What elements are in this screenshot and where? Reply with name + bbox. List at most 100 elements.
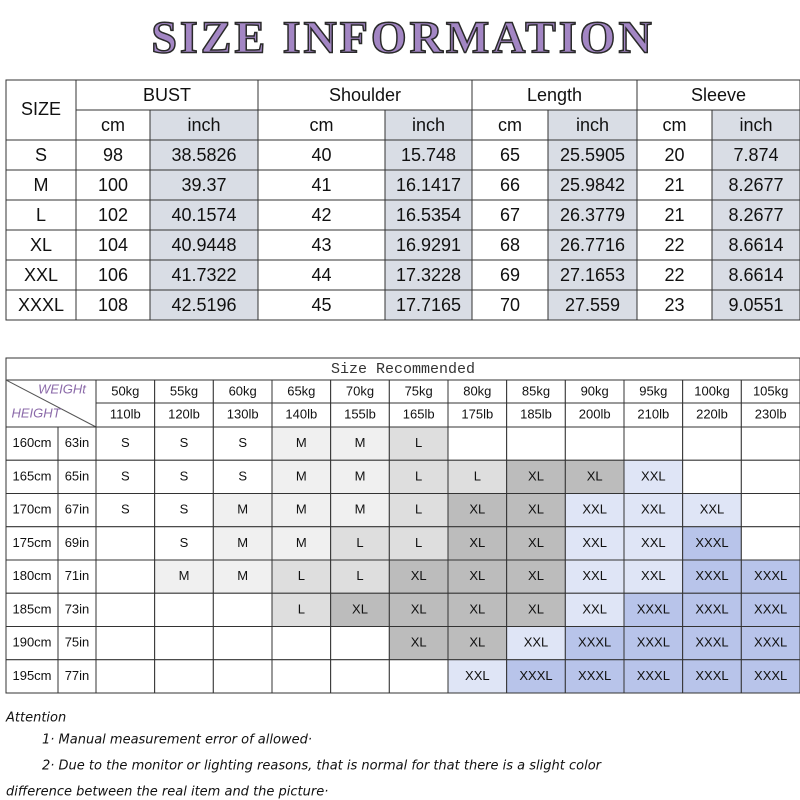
table-cell [623,592,684,627]
recommended-size: M [237,502,248,517]
recommended-size: XL [528,601,544,616]
recommended-size: XL [411,601,427,616]
table-cell [57,526,97,561]
table-cell [5,659,59,694]
table-cell [740,493,800,528]
page-title: SIZE INFORMATION [151,12,654,63]
recommended-size: XXXL [754,601,787,616]
recommended-size: M [237,535,248,550]
recommended-size: L [356,568,363,583]
table-cell [330,402,390,428]
recommended-size: XXXL [754,635,787,650]
recommended-size: XL [528,568,544,583]
measurement: 17.7165 [396,295,461,315]
table-cell [471,139,549,171]
recommended-size: L [298,601,305,616]
table-cell [506,592,566,627]
height-in: 73in [65,601,90,616]
weight-kg: 100kg [694,383,729,398]
recommended-size: XXXL [637,635,670,650]
measurement: 40.1574 [171,205,236,225]
measurement: 20 [664,145,684,165]
recommended-size: XL [352,601,368,616]
table-cell [388,626,449,661]
weight-kg: 80kg [463,383,491,398]
table-cell [506,659,566,694]
note-line: difference between the real item and the… [6,785,328,800]
column-header: SIZE [21,99,61,119]
measurement: 22 [664,235,684,255]
table-cell [154,526,214,561]
table-cell [564,626,625,661]
measurement: 41.7322 [171,265,236,285]
table-cell [682,426,742,461]
table-cell [330,626,390,661]
unit-header: inch [739,115,772,135]
recommended-size: L [474,468,481,483]
measurement: 26.7716 [560,235,625,255]
table-cell [5,229,77,261]
table-cell [740,526,800,561]
table-cell [447,659,508,694]
measurement: 98 [103,145,123,165]
table-cell [95,559,156,594]
recommended-size: L [415,535,422,550]
table-cell [271,559,332,594]
table-cell [271,659,332,694]
table-cell [271,592,332,627]
weight-kg: 55kg [170,383,198,398]
table-cell [388,559,449,594]
weight-lb: 185lb [520,406,552,421]
height-label: HEIGHT [11,405,61,420]
table-cell [75,79,259,111]
table-cell [154,459,214,494]
table-cell [636,289,713,321]
table-cell [636,139,713,171]
weight-kg: 60kg [229,383,257,398]
weight-kg: 90kg [581,383,609,398]
weight-lb: 200lb [579,406,611,421]
table-cell [388,526,449,561]
table-cell [57,592,97,627]
unit-header: inch [187,115,220,135]
measurement: 39.37 [181,175,226,195]
group-header: Shoulder [329,85,401,105]
measurement: 16.5354 [396,205,461,225]
height-in: 69in [65,535,90,550]
recommended-size: XXL [641,535,666,550]
table-cell [271,493,332,528]
recommended-size: S [180,502,189,517]
table-cell [5,426,59,461]
measurement: 66 [500,175,520,195]
recommended-size: M [355,435,366,450]
recommended-size: XL [469,535,485,550]
weight-lb: 210lb [637,406,669,421]
measurement: 42 [311,205,331,225]
recommended-size: S [180,435,189,450]
recommended-size: XXXL [695,668,728,683]
table-cell [564,459,625,494]
corner-diagonal [5,379,97,428]
recommended-size: L [415,468,422,483]
recommended-size: XL [528,502,544,517]
recommended-size: S [180,468,189,483]
group-header: BUST [143,85,191,105]
table-cell [154,626,214,661]
recommended-size: S [121,468,130,483]
table-cell [384,139,473,171]
measurement: 8.6614 [728,235,783,255]
weight-lb: 120lb [168,406,200,421]
height-in: 65in [65,468,90,483]
table-cell [271,402,332,428]
table-cell [711,259,800,291]
measurement: 7.874 [733,145,778,165]
recommended-size: XL [469,601,485,616]
table-cell [384,259,473,291]
table-cell [154,559,214,594]
group-header: Sleeve [691,85,746,105]
measurement: 45 [311,295,331,315]
measurement: 40 [311,145,331,165]
unit-header: cm [101,115,125,135]
measurement: 104 [98,235,128,255]
height-in: 67in [65,502,90,517]
